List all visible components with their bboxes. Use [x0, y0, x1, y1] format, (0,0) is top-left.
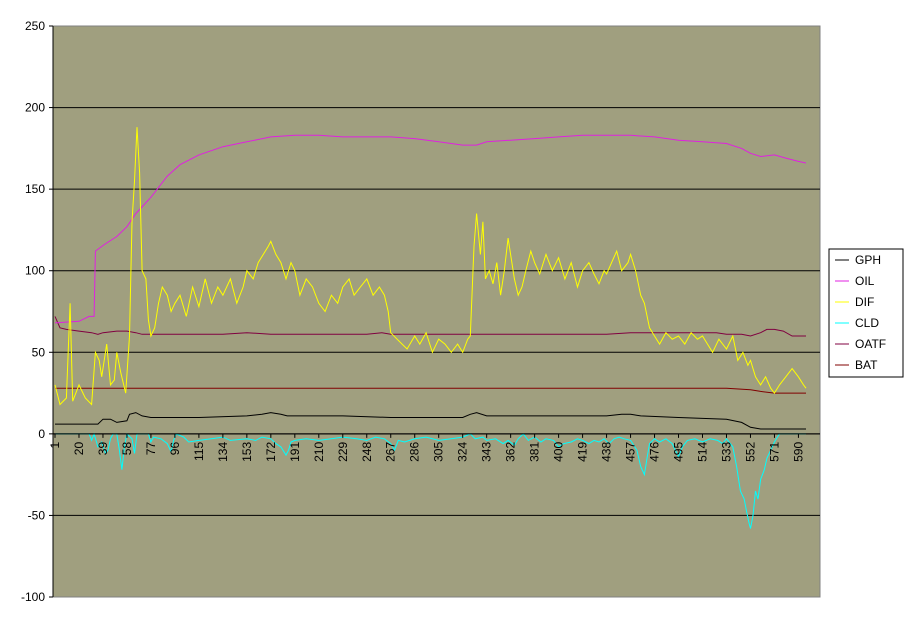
- series-line-oatf: [54, 316, 806, 337]
- y-tick-label: 150: [25, 182, 45, 196]
- x-tick-label: 39: [96, 442, 110, 456]
- legend-label-cld: CLD: [855, 316, 879, 330]
- x-tick-label: 96: [168, 442, 182, 456]
- x-tick-label: 20: [72, 442, 86, 456]
- y-axis: -100 -50 0 50 100 150 200 250: [21, 19, 54, 604]
- x-tick-label: 191: [288, 442, 302, 462]
- y-tick-label: -100: [21, 590, 45, 604]
- series-line-bat: [55, 387, 806, 394]
- legend-label-dif: DIF: [855, 295, 874, 309]
- x-tick-label: 381: [528, 442, 542, 462]
- legend-label-oatf: OATF: [855, 337, 886, 351]
- x-tick-label: 400: [552, 442, 566, 462]
- x-tick-label: 305: [432, 442, 446, 462]
- y-tick-label: 50: [32, 345, 46, 359]
- plot-area: [52, 25, 821, 598]
- legend-label-gph: GPH: [855, 253, 881, 267]
- legend-box: [828, 248, 904, 378]
- x-tick-label: 324: [456, 442, 470, 462]
- x-tick-label: 248: [360, 442, 374, 462]
- x-tick-label: 115: [192, 442, 206, 461]
- x-tick-label: 438: [600, 442, 614, 462]
- y-tick-label: 100: [25, 264, 45, 278]
- x-tick-label: 172: [264, 442, 278, 462]
- x-tick-label: 134: [216, 442, 230, 462]
- series-line-gph: [55, 412, 806, 430]
- x-tick-label: 343: [480, 442, 494, 462]
- x-tick-label: 1: [48, 442, 62, 449]
- y-tick-label: 200: [25, 101, 45, 115]
- x-tick-label: 571: [767, 442, 781, 462]
- series-line-dif: [54, 127, 807, 406]
- x-tick-label: 419: [576, 442, 590, 462]
- series-lines: [54, 127, 807, 529]
- x-tick-label: 58: [120, 442, 134, 456]
- x-axis: 1 20 39 58 77 96 115 134 153 172 191 210 229 248 267 28…: [48, 433, 820, 462]
- x-tick-label: 476: [648, 442, 662, 462]
- x-tick-label: 153: [240, 442, 254, 462]
- legend: GPH OIL DIF CLD OATF BAT: [828, 248, 904, 378]
- series-line-cld: [55, 432, 806, 529]
- x-tick-label: 286: [408, 442, 422, 462]
- x-tick-label: 77: [144, 442, 158, 456]
- x-tick-label: 210: [312, 442, 326, 462]
- x-tick-label: 552: [743, 442, 757, 462]
- x-tick-label: 362: [504, 442, 518, 462]
- x-tick-label: 495: [672, 442, 686, 462]
- x-tick-label: 229: [336, 442, 350, 462]
- x-tick-label: 514: [696, 442, 710, 462]
- y-tick-label: 250: [25, 19, 45, 33]
- legend-label-bat: BAT: [855, 358, 878, 372]
- x-tick-label: 533: [719, 442, 733, 462]
- legend-label-oil: OIL: [855, 274, 875, 288]
- x-tick-label: 457: [624, 442, 638, 462]
- series-line-oil: [54, 134, 807, 324]
- y-tick-label: -50: [28, 508, 46, 522]
- x-tick-label: 267: [384, 442, 398, 462]
- x-tick-label: 590: [791, 442, 805, 462]
- y-tick-label: 0: [38, 427, 45, 441]
